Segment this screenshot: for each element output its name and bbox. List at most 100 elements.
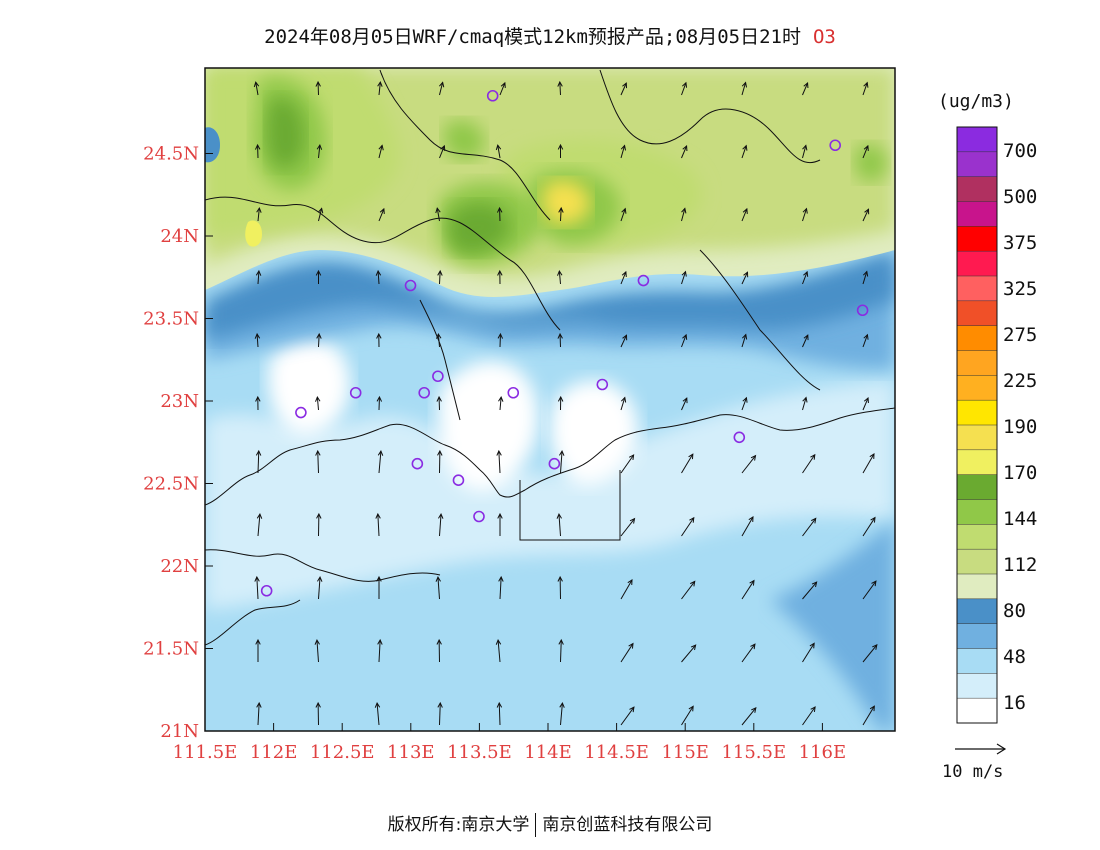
wind-arrow-head (621, 270, 627, 277)
x-tick-label: 115.5E (721, 742, 786, 763)
wind-arrow-head (377, 638, 383, 645)
wind-arrow (560, 451, 563, 474)
legend-swatch (957, 350, 997, 376)
wind-arrow-head (500, 81, 506, 88)
wind-arrow (620, 454, 635, 474)
station-marker (432, 370, 444, 383)
wind-arrow-head (557, 269, 563, 276)
x-tick-label: 112.5E (310, 742, 375, 763)
wind-arrow (437, 577, 440, 600)
wind-arrow (862, 209, 869, 222)
station-marker (452, 474, 465, 487)
wind-arrow (681, 517, 695, 537)
wind-arrow-head (742, 144, 748, 151)
wind-arrow-head (803, 82, 809, 89)
wind-arrow-head (317, 575, 323, 582)
y-tick-label: 22.5N (143, 474, 199, 495)
wind-arrow-head (377, 449, 384, 456)
wind-arrow (256, 333, 259, 348)
wind-arrow-head (376, 575, 382, 582)
wind-arrow (257, 703, 260, 726)
wind-arrow-head (375, 512, 381, 519)
latitude-axis: 24.5N 24N 23.5N 23N 22.5N 22N 21.5N 21N (143, 144, 213, 742)
wind-arrow (741, 82, 747, 96)
wind-arrow-head (436, 332, 442, 339)
station-marker (260, 584, 273, 597)
legend-swatch (957, 425, 997, 451)
coastline (205, 69, 895, 646)
wind-arrow-head (557, 80, 563, 87)
footer-left: 版权所有:南京大学 (387, 815, 530, 835)
wind-arrow-head (437, 269, 443, 276)
wind-arrow (437, 334, 440, 348)
wind-arrow-head (315, 80, 321, 87)
wind-arrow (256, 577, 259, 600)
wind-arrow (681, 82, 687, 96)
legend-swatch (957, 499, 997, 525)
wind-arrow (620, 643, 634, 663)
wind-arrow (802, 145, 807, 159)
wind-arrow (318, 145, 321, 159)
wind-arrow (376, 703, 380, 726)
wind-arrow (802, 397, 807, 411)
station-markers (260, 89, 869, 597)
wind-arrow-head (497, 332, 504, 339)
legend-swatch (957, 325, 997, 351)
wind-arrow (862, 82, 868, 96)
wind-arrow-head (750, 454, 757, 461)
y-tick-label: 24N (160, 226, 199, 247)
wind-arrow-head (496, 206, 503, 213)
wind-arrow-head (436, 638, 442, 645)
wind-arrow-head (314, 638, 320, 645)
wind-arrow-head (377, 80, 383, 87)
wind-arrow-head (872, 644, 878, 650)
legend-label: 325 (1003, 278, 1038, 300)
legend-label: 16 (1003, 692, 1026, 714)
wind-arrow (316, 640, 319, 663)
station-marker (404, 279, 417, 292)
wind-arrow (439, 702, 441, 726)
wind-arrow (681, 644, 697, 663)
wind-arrow-head (750, 643, 756, 650)
legend-swatch (957, 598, 997, 625)
wind-arrow-head (437, 449, 443, 456)
wind-arrow (498, 451, 501, 474)
wind-arrow-head (496, 701, 503, 708)
wind-arrow-head (681, 270, 687, 277)
wind-arrow-head (863, 81, 869, 88)
wind-arrow (620, 208, 626, 222)
legend-swatch (957, 400, 997, 426)
wind-arrow-head (870, 516, 876, 523)
wind-arrow-head (255, 638, 261, 645)
wind-arrow-head (811, 581, 818, 588)
wind-arrow (862, 271, 868, 285)
wind-arrow (378, 640, 381, 663)
wind-arrow-head (869, 705, 875, 712)
wind-arrow-head (497, 269, 503, 276)
wind-arrow (741, 455, 756, 474)
wind-arrow-head (557, 395, 564, 402)
wind-arrow-head (628, 454, 635, 460)
wind-arrow-head (682, 397, 688, 404)
legend-swatch (957, 673, 997, 699)
wind-arrow-head (862, 270, 869, 277)
wind-arrow (318, 208, 323, 222)
wind-arrow-head (627, 578, 633, 585)
wind-arrow (559, 81, 561, 96)
wind-arrow-head (316, 512, 322, 519)
wind-arrow (862, 580, 877, 600)
wind-arrow (257, 208, 260, 222)
wind-arrow-head (682, 333, 688, 340)
station-marker (637, 274, 650, 287)
station-marker (856, 304, 869, 317)
legend-swatch (957, 151, 997, 178)
wind-arrow (377, 514, 380, 537)
wind-arrow (620, 271, 627, 285)
wind-arrow (620, 145, 626, 159)
wind-arrow-head (620, 144, 627, 151)
wind-arrow (741, 334, 747, 348)
wind-arrow-head (809, 642, 815, 649)
wind-arrow (257, 514, 261, 537)
wind-arrow-head (315, 449, 321, 456)
y-tick-label: 24.5N (143, 144, 199, 165)
